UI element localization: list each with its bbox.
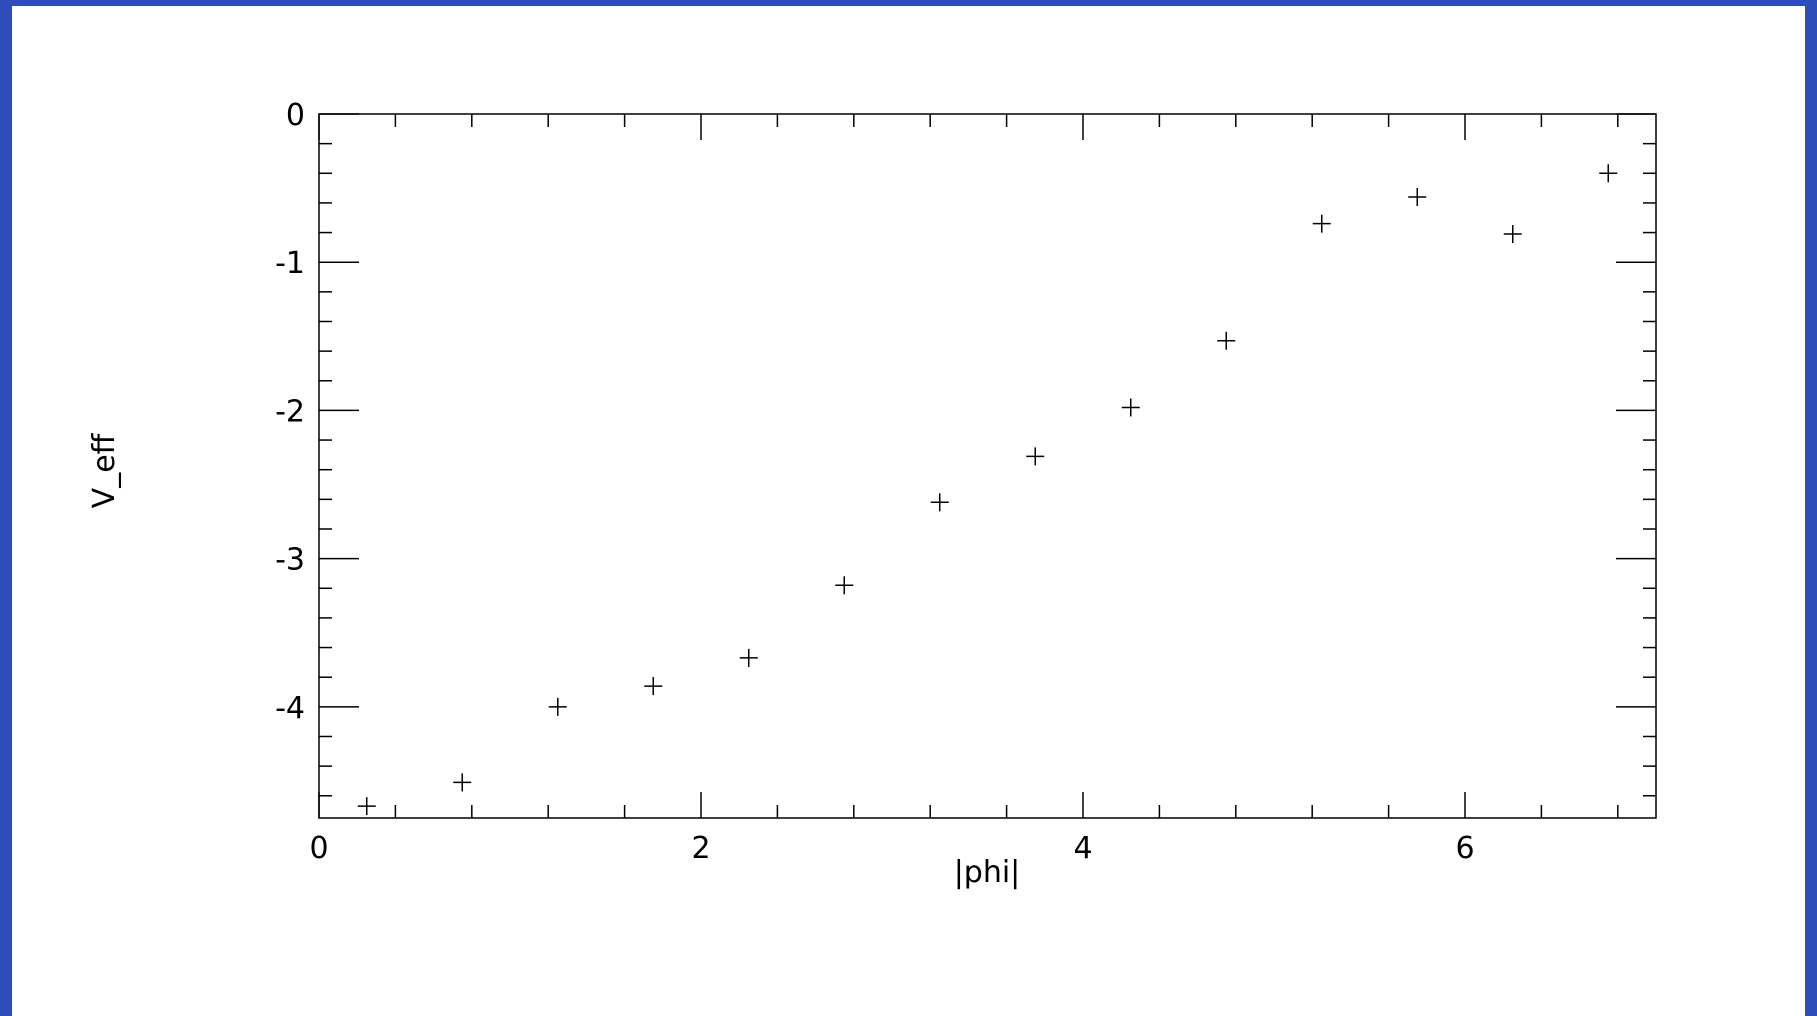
y-tick-label: -2 <box>275 394 305 429</box>
data-points <box>357 164 1618 816</box>
y-tick-label: -1 <box>275 246 305 281</box>
axis-ticks <box>318 113 1656 818</box>
plot-window: 0 2 4 6 0 -1 -2 -3 -4 |phi| V_eff <box>12 6 1805 1016</box>
plot-area <box>318 113 1657 819</box>
data-point <box>835 576 854 595</box>
data-point <box>930 493 949 512</box>
x-tick-label: 6 <box>1455 831 1474 866</box>
data-point <box>1408 187 1427 206</box>
tick-labels: 0 2 4 6 0 -1 -2 -3 -4 <box>275 98 1474 866</box>
x-tick-label: 2 <box>691 831 710 866</box>
data-point <box>1026 447 1045 466</box>
x-axis-label: |phi| <box>954 855 1021 890</box>
data-point <box>1217 331 1236 350</box>
data-point <box>1503 225 1522 244</box>
data-point <box>1599 164 1618 183</box>
data-point <box>357 797 376 816</box>
x-tick-label: 4 <box>1073 831 1092 866</box>
y-tick-label: 0 <box>286 98 305 133</box>
data-point <box>453 773 472 792</box>
y-axis-label: V_eff <box>87 432 122 508</box>
y-tick-label: -3 <box>275 543 305 578</box>
x-tick-label: 0 <box>309 831 328 866</box>
data-point <box>1312 214 1331 233</box>
y-tick-label: -4 <box>275 691 305 726</box>
data-point <box>1121 398 1140 417</box>
data-point <box>739 648 758 667</box>
data-point <box>644 677 663 696</box>
scatter-chart: 0 2 4 6 0 -1 -2 -3 -4 |phi| V_eff <box>87 98 1657 890</box>
data-point <box>548 697 567 716</box>
